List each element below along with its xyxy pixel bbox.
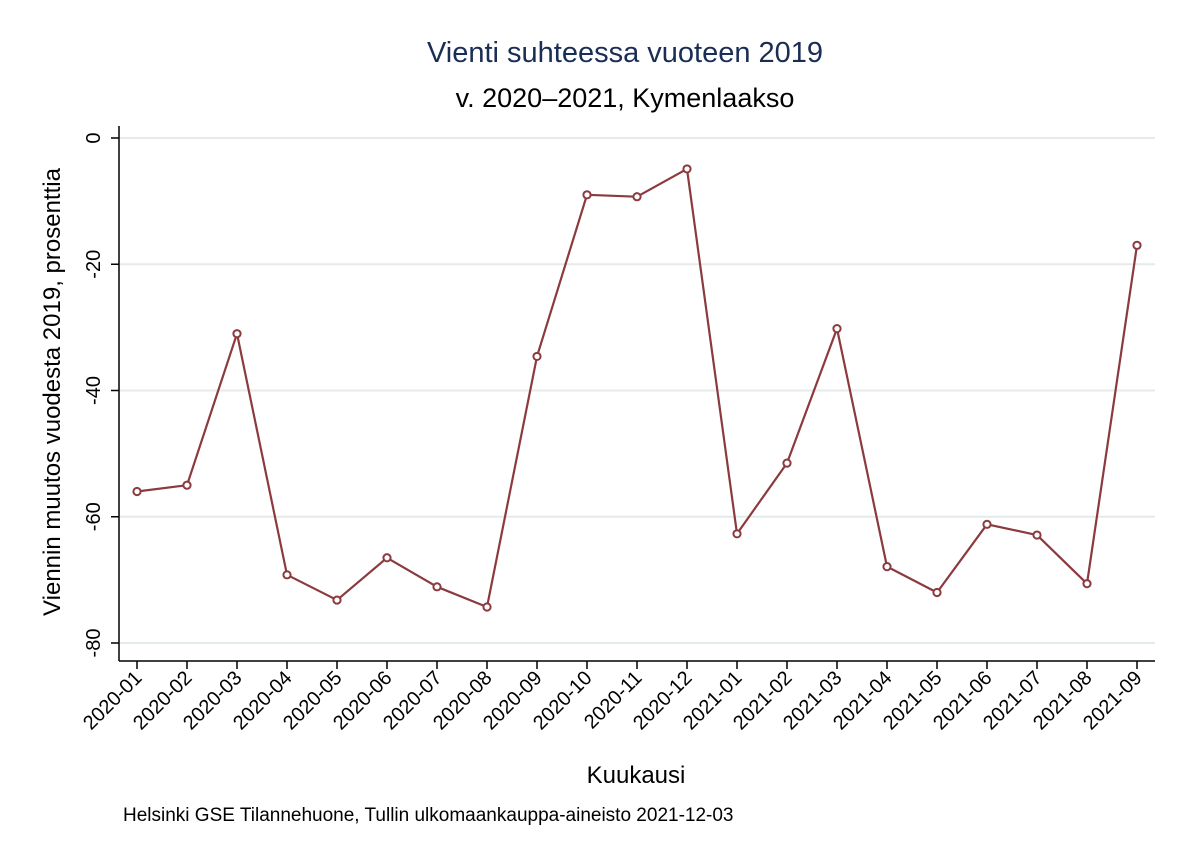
data-point [582,190,592,200]
data-point [782,458,792,468]
data-point [1132,240,1142,250]
axes-layer [111,126,1155,669]
source-note: Helsinki GSE Tilannehuone, Tullin ulkoma… [123,805,734,826]
y-tick-label: -40 [83,376,105,405]
series-line [136,167,1139,609]
y-tick-label: 0 [83,132,105,143]
x-tick-labels: 2020-012020-022020-032020-042020-052020-… [79,667,1146,734]
y-axis-title: Viennin muutos vuodesta 2019, prosenttia [39,167,66,616]
data-point [132,486,142,497]
y-tick-labels: 0 -20 -40 -60 -80 [83,132,105,657]
data-point [982,519,992,529]
data-point [1082,579,1092,589]
y-tick-label: -20 [83,250,105,279]
data-point [532,351,542,362]
data-point [1032,530,1042,540]
data-point [332,595,342,605]
x-axis-title: Kuukausi [587,762,686,789]
data-point [432,582,442,592]
data-point [382,553,392,563]
data-point [732,529,742,539]
data-point [932,587,942,598]
chart-title: Vienti suhteessa vuoteen 2019 [427,37,823,69]
chart-subtitle: v. 2020–2021, Kymenlaakso [456,83,795,113]
data-point [682,164,692,174]
series-layer [132,164,1142,612]
data-point [482,602,492,612]
y-tick-label: -80 [83,629,105,658]
data-point [882,562,892,572]
y-tick-label: -60 [83,502,105,531]
data-point [632,192,642,202]
grid-layer [120,137,1155,644]
data-point [182,480,192,490]
data-point [832,324,842,334]
data-point [232,329,242,339]
data-point [282,570,292,580]
